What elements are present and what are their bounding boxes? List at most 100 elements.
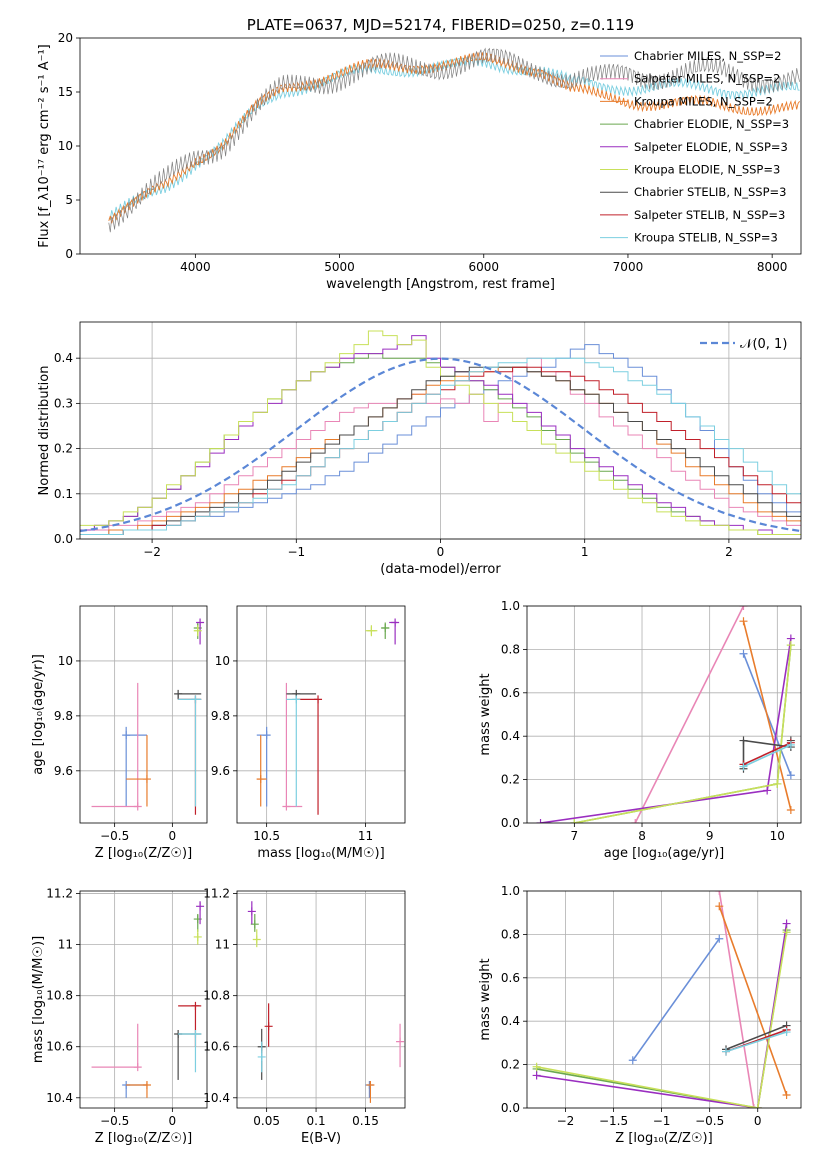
spectrum-line bbox=[108, 47, 800, 233]
legend-label: Salpeter ELODIE, N_SSP=3 bbox=[634, 140, 788, 154]
histogram-step bbox=[80, 330, 801, 535]
y-tick-label: 9.6 bbox=[211, 764, 230, 778]
y-tick-label: 10 bbox=[58, 139, 73, 153]
weight-line bbox=[725, 1031, 787, 1053]
point-marker bbox=[133, 802, 142, 811]
legend: 𝒩(0, 1) bbox=[700, 337, 787, 352]
x-tick-label: 10 bbox=[770, 829, 785, 843]
error-bar-point bbox=[126, 735, 151, 807]
weight-line bbox=[536, 932, 788, 1108]
y-tick-label: 0.1 bbox=[54, 487, 73, 501]
error-bar-point bbox=[252, 929, 261, 948]
point-marker bbox=[366, 1081, 375, 1090]
x-tick-label: −1 bbox=[287, 545, 305, 559]
point-marker bbox=[196, 902, 205, 911]
y-tick-label: 0.0 bbox=[54, 532, 73, 546]
weight-marker bbox=[786, 771, 795, 780]
y-tick-label: 9.8 bbox=[54, 709, 73, 723]
chart-title: PLATE=0637, MJD=52174, FIBERID=0250, z=0… bbox=[247, 16, 634, 34]
point-marker bbox=[292, 695, 301, 704]
gridlines bbox=[527, 890, 801, 1109]
x-tick-label: 8 bbox=[638, 829, 646, 843]
y-tick-label: 10 bbox=[215, 654, 230, 668]
plot-area bbox=[80, 330, 801, 535]
error-bar-point bbox=[174, 689, 202, 700]
x-tick-label: 0 bbox=[169, 829, 177, 843]
y-tick-label: 15 bbox=[58, 85, 73, 99]
plot-area bbox=[91, 618, 205, 815]
legend-label: 𝒩(0, 1) bbox=[740, 337, 787, 352]
y-axis-label: Flux [f_λ10⁻¹⁷ erg cm⁻² s⁻¹ A⁻¹] bbox=[37, 44, 52, 248]
error-bar-point bbox=[178, 695, 202, 815]
weight-line bbox=[574, 645, 792, 823]
x-tick-label: 2 bbox=[725, 545, 733, 559]
y-tick-label: 0.4 bbox=[501, 1014, 520, 1028]
error-bar-point bbox=[247, 901, 256, 925]
y-tick-label: 20 bbox=[58, 31, 73, 45]
weight-marker bbox=[628, 1056, 637, 1065]
x-tick-label: 7000 bbox=[613, 260, 644, 274]
y-tick-label: 1.0 bbox=[501, 599, 520, 613]
y-tick-label: 10.6 bbox=[46, 1040, 73, 1054]
weight-line bbox=[536, 923, 788, 1108]
error-bar-point bbox=[365, 625, 378, 637]
legend: Chabrier MILES, N_SSP=2 Salpeter MILES, N… bbox=[600, 49, 789, 245]
weight-marker bbox=[715, 902, 724, 911]
y-tick-label: 0.2 bbox=[501, 773, 520, 787]
weight-marker bbox=[715, 891, 724, 895]
weight-marker bbox=[739, 606, 748, 610]
gridlines bbox=[80, 891, 207, 1108]
y-tick-label: 0.0 bbox=[501, 816, 520, 830]
point-marker bbox=[196, 618, 205, 627]
error-bar-point bbox=[196, 901, 205, 925]
y-tick-label: 11 bbox=[215, 938, 230, 952]
point-marker bbox=[252, 935, 261, 944]
weight-line bbox=[725, 1024, 787, 1051]
point-marker bbox=[257, 1052, 266, 1061]
x-tick-label: −2 bbox=[557, 1114, 575, 1128]
x-tick-label: 11 bbox=[358, 829, 373, 843]
error-bar-point bbox=[286, 695, 301, 807]
y-tick-label: 11.2 bbox=[203, 887, 230, 901]
y-tick-label: 10.4 bbox=[203, 1091, 230, 1105]
chart-panel-4: 10.5 11 9.6 9.8 10 mass [log₁₀(M/M☉)] bbox=[211, 605, 406, 861]
axes-frame bbox=[526, 605, 802, 824]
point-marker bbox=[193, 626, 202, 635]
weight-marker bbox=[782, 1090, 791, 1099]
error-bar-point bbox=[196, 618, 205, 645]
point-marker bbox=[133, 1063, 142, 1072]
plot-area bbox=[247, 901, 405, 1103]
plot-area bbox=[256, 618, 400, 815]
x-tick-label: 4000 bbox=[180, 260, 211, 274]
point-marker bbox=[314, 695, 323, 704]
weight-marker bbox=[782, 919, 791, 928]
x-tick-label: 0.15 bbox=[352, 1114, 379, 1128]
chart-panel-1: 4000 5000 6000 7000 8000 0 5 10 15 20 wavelength [… bbox=[37, 16, 802, 292]
x-axis-label: Z [log₁₀(Z/Z☉)] bbox=[615, 1131, 712, 1146]
spectrum-line bbox=[108, 56, 800, 221]
legend-label: Chabrier ELODIE, N_SSP=3 bbox=[634, 117, 789, 131]
legend-label: Kroupa MILES, N_SSP=2 bbox=[634, 94, 773, 108]
point-marker bbox=[174, 689, 183, 698]
error-bar-point bbox=[174, 1029, 202, 1080]
y-tick-label: 10.8 bbox=[203, 989, 230, 1003]
weight-marker bbox=[739, 617, 748, 626]
x-tick-label: 10.5 bbox=[253, 829, 280, 843]
point-marker bbox=[191, 695, 200, 704]
point-marker bbox=[142, 775, 151, 784]
error-bar-point bbox=[256, 726, 271, 807]
y-tick-label: 5 bbox=[65, 193, 73, 207]
weight-marker bbox=[773, 779, 782, 788]
x-axis-label: Z [log₁₀(Z/Z☉)] bbox=[95, 846, 192, 861]
error-bar-point bbox=[366, 1081, 375, 1103]
weight-marker bbox=[536, 819, 545, 823]
legend-label: Salpeter STELIB, N_SSP=3 bbox=[634, 208, 785, 222]
point-marker bbox=[122, 731, 131, 740]
error-bar-point bbox=[126, 1081, 151, 1098]
x-tick-label: −0.5 bbox=[100, 1114, 129, 1128]
y-tick-label: 9.8 bbox=[211, 709, 230, 723]
x-tick-label: −0.5 bbox=[695, 1114, 724, 1128]
weight-marker bbox=[739, 649, 748, 658]
weight-marker bbox=[715, 934, 724, 943]
